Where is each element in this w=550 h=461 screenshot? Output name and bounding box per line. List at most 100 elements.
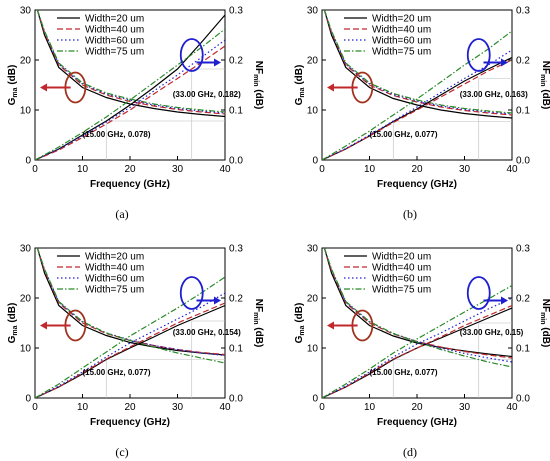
legend-label: Width=20 um — [372, 14, 431, 25]
nf-arrow-head — [501, 58, 508, 67]
legend-label: Width=60 um — [372, 274, 431, 285]
y-left-tick-label: 30 — [307, 244, 319, 255]
legend-label: Width=20 um — [85, 14, 144, 25]
gma-series-line-4 — [323, 10, 512, 114]
y-right-tick-label: 0.1 — [516, 344, 530, 355]
y-right-tick-label: 0.3 — [229, 6, 243, 17]
y-right-tick-label: 0.2 — [516, 294, 530, 305]
y-left-tick-label: 20 — [20, 294, 32, 305]
legend-label: Width=40 um — [372, 263, 431, 274]
y-left-tick-label: 10 — [20, 106, 32, 117]
y-left-tick-label: 20 — [20, 56, 32, 67]
y-right-tick-label: 0.0 — [229, 156, 243, 167]
chart-panel-1: 0 10 20 30 40 0 10 20 30 0.0 0.1 0.2 0.3 Frequency (G… — [7, 6, 264, 222]
y-right-axis-title: NFmin (dB) — [252, 299, 264, 348]
x-tick-label: 10 — [77, 402, 89, 413]
y-left-tick-label: 0 — [312, 394, 318, 405]
x-tick-label: 40 — [506, 164, 518, 175]
series-group — [35, 248, 225, 398]
x-tick-label: 40 — [506, 402, 518, 413]
y-left-tick-label: 0 — [312, 156, 318, 167]
gma-series-line-4 — [323, 248, 512, 368]
y-left-axis-title: Gma (dB) — [7, 65, 19, 106]
y-left-tick-label: 0 — [25, 394, 31, 405]
gma-arrow-head — [327, 321, 334, 330]
annotation-label: (33.00 GHz, 0.182) — [173, 90, 241, 99]
y-right-axis-title: NFmin (dB) — [539, 61, 550, 110]
y-right-tick-label: 0.3 — [516, 6, 530, 17]
y-right-tick-label: 0.2 — [516, 56, 530, 67]
gma-series-line-1 — [323, 10, 512, 119]
nf-series-line-1 — [35, 14, 225, 160]
nf-arrow-head — [501, 296, 508, 305]
gma-arrow-head — [327, 83, 334, 92]
legend-label: Width=20 um — [372, 252, 431, 263]
y-right-tick-label: 0.1 — [229, 106, 243, 117]
nf-series-line-1 — [35, 304, 225, 398]
legend-label: Width=40 um — [372, 25, 431, 36]
y-right-tick-label: 0.0 — [229, 394, 243, 405]
nf-group-ellipse — [466, 38, 491, 72]
legend-label: Width=75 um — [85, 285, 144, 296]
x-tick-label: 30 — [172, 402, 184, 413]
legend-label: Width=20 um — [85, 252, 144, 263]
y-left-tick-label: 30 — [20, 6, 32, 17]
x-tick-label: 10 — [364, 164, 376, 175]
y-left-tick-label: 0 — [25, 156, 31, 167]
annotation-label: (33.00 GHz, 0.163) — [460, 90, 528, 99]
nf-series-line-4 — [322, 30, 512, 160]
x-tick-label: 30 — [172, 164, 184, 175]
y-left-tick-label: 10 — [307, 344, 319, 355]
y-left-tick-label: 20 — [307, 294, 319, 305]
x-tick-label: 10 — [364, 402, 376, 413]
y-left-tick-label: 30 — [20, 244, 32, 255]
panel-letter: (c) — [115, 445, 128, 459]
x-tick-label: 30 — [459, 164, 471, 175]
annotation-label: (15.00 GHz, 0.078) — [83, 130, 151, 139]
y-right-tick-label: 0.2 — [229, 56, 243, 67]
y-right-tick-label: 0.3 — [516, 244, 530, 255]
chart-panel-4: 0 10 20 30 40 0 10 20 30 0.0 0.1 0.2 0.3 Frequency (G… — [294, 244, 550, 460]
series-group — [35, 10, 225, 160]
x-tick-label: 20 — [124, 164, 136, 175]
legend-label: Width=75 um — [372, 285, 431, 296]
nf-series-line-4 — [35, 28, 225, 160]
nf-series-line-1 — [322, 56, 512, 160]
legend-label: Width=75 um — [85, 47, 144, 58]
x-tick-label: 10 — [77, 164, 89, 175]
x-tick-label: 40 — [219, 164, 231, 175]
nf-series-line-3 — [35, 39, 225, 160]
x-axis-title: Frequency (GHz) — [90, 417, 170, 428]
x-tick-label: 0 — [319, 164, 325, 175]
annotation-label: (15.00 GHz, 0.077) — [370, 130, 438, 139]
nf-group-ellipse — [179, 276, 204, 310]
y-right-tick-label: 0.0 — [516, 156, 530, 167]
x-tick-label: 0 — [32, 164, 38, 175]
chart-panel-3: 0 10 20 30 40 0 10 20 30 0.0 0.1 0.2 0.3 Frequency (G… — [7, 244, 264, 460]
y-left-axis-title: Gma (dB) — [294, 65, 306, 106]
x-tick-label: 20 — [411, 402, 423, 413]
x-tick-label: 0 — [319, 402, 325, 413]
legend-label: Width=40 um — [85, 25, 144, 36]
gma-arrow-head — [40, 83, 47, 92]
y-left-tick-label: 30 — [307, 6, 319, 17]
legend-label: Width=60 um — [85, 274, 144, 285]
x-tick-label: 20 — [411, 164, 423, 175]
y-left-tick-label: 10 — [307, 106, 319, 117]
panel-letter: (d) — [403, 445, 417, 459]
series-group — [322, 248, 512, 398]
x-tick-label: 30 — [459, 402, 471, 413]
gma-series-line-1 — [36, 10, 225, 118]
x-axis-title: Frequency (GHz) — [90, 179, 170, 190]
gma-series-line-4 — [36, 248, 225, 364]
legend-label: Width=60 um — [85, 36, 144, 47]
annotation-label: (15.00 GHz, 0.077) — [83, 368, 151, 377]
x-axis-title: Frequency (GHz) — [377, 179, 457, 190]
nf-series-line-3 — [35, 292, 225, 398]
series-group — [322, 10, 512, 160]
nf-series-line-3 — [322, 297, 512, 398]
nf-series-line-1 — [322, 307, 512, 398]
